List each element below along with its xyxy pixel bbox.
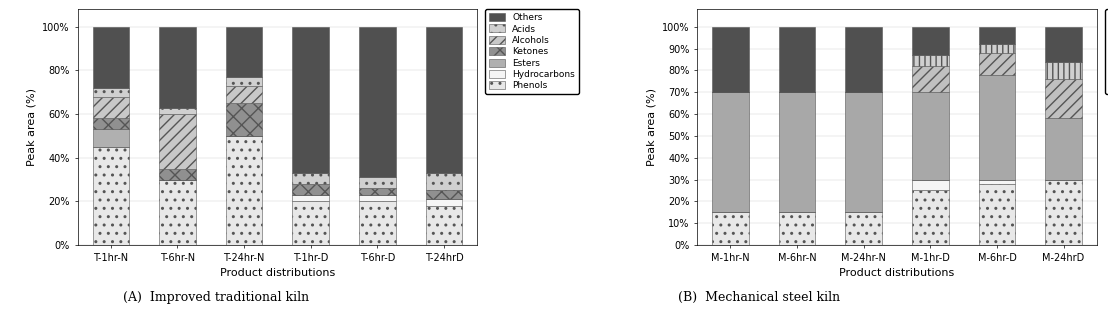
Bar bbox=[712, 27, 749, 92]
Bar bbox=[93, 118, 130, 129]
Bar bbox=[779, 27, 815, 92]
Bar bbox=[93, 97, 130, 118]
Bar bbox=[293, 184, 329, 195]
Bar bbox=[160, 114, 196, 169]
Bar bbox=[293, 173, 329, 184]
Bar bbox=[712, 212, 749, 245]
Legend: Others, Acids, Alcohols, Ketones, Esters, Hydrocarbons, Phenols: Others, Acids, Alcohols, Ketones, Esters… bbox=[485, 9, 578, 94]
Bar bbox=[359, 195, 396, 201]
Bar bbox=[93, 27, 130, 88]
Bar bbox=[779, 92, 815, 212]
Bar bbox=[160, 108, 196, 114]
Text: (A)  Improved traditional kiln: (A) Improved traditional kiln bbox=[123, 291, 309, 305]
Bar bbox=[226, 27, 263, 77]
Bar bbox=[293, 27, 329, 173]
Bar bbox=[226, 86, 263, 103]
Bar bbox=[1045, 79, 1081, 118]
Y-axis label: Peak area (%): Peak area (%) bbox=[646, 88, 656, 166]
Bar bbox=[293, 195, 329, 201]
Bar bbox=[425, 27, 462, 173]
Bar bbox=[359, 201, 396, 245]
Bar bbox=[912, 92, 948, 180]
Bar bbox=[978, 27, 1015, 44]
Legend: Others, Levoglucosan, Aromatic hydrocarbons, Ketones, Esters, Hydrocarbons, Phen: Others, Levoglucosan, Aromatic hydrocarb… bbox=[1105, 9, 1108, 94]
Bar bbox=[912, 190, 948, 245]
Text: (B)  Mechanical steel kiln: (B) Mechanical steel kiln bbox=[678, 291, 840, 305]
Bar bbox=[1045, 62, 1081, 79]
Bar bbox=[1045, 180, 1081, 245]
Bar bbox=[1045, 118, 1081, 180]
Bar bbox=[978, 180, 1015, 184]
Bar bbox=[425, 206, 462, 245]
Bar bbox=[160, 180, 196, 245]
Bar bbox=[425, 190, 462, 199]
Y-axis label: Peak area (%): Peak area (%) bbox=[27, 88, 37, 166]
X-axis label: Product distributions: Product distributions bbox=[840, 268, 955, 278]
Bar bbox=[425, 199, 462, 206]
Bar bbox=[93, 147, 130, 245]
Bar bbox=[712, 92, 749, 212]
Bar bbox=[425, 173, 462, 190]
Bar bbox=[912, 27, 948, 55]
Bar bbox=[359, 188, 396, 195]
Bar bbox=[912, 55, 948, 66]
X-axis label: Product distributions: Product distributions bbox=[219, 268, 335, 278]
Bar bbox=[93, 129, 130, 147]
Bar bbox=[160, 27, 196, 107]
Bar bbox=[226, 136, 263, 245]
Bar bbox=[978, 184, 1015, 245]
Bar bbox=[845, 27, 882, 92]
Bar bbox=[293, 201, 329, 245]
Bar bbox=[779, 212, 815, 245]
Bar bbox=[912, 180, 948, 190]
Bar bbox=[912, 66, 948, 92]
Bar bbox=[226, 103, 263, 136]
Bar bbox=[359, 177, 396, 188]
Bar bbox=[226, 77, 263, 86]
Bar bbox=[93, 88, 130, 97]
Bar bbox=[845, 212, 882, 245]
Bar bbox=[160, 169, 196, 180]
Bar bbox=[1045, 27, 1081, 62]
Bar bbox=[359, 27, 396, 177]
Bar bbox=[978, 44, 1015, 53]
Bar bbox=[978, 75, 1015, 180]
Bar bbox=[978, 53, 1015, 75]
Bar bbox=[845, 92, 882, 212]
